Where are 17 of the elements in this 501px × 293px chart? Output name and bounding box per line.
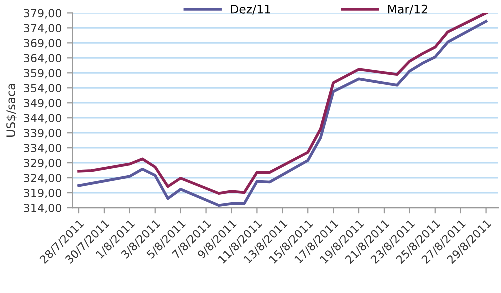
y-tick-label: 359,00 (24, 69, 62, 79)
y-tick-label: 379,00 (24, 9, 62, 19)
y-tick-label: 319,00 (24, 189, 62, 199)
y-tick-label: 374,00 (24, 24, 62, 34)
y-tick-label: 354,00 (24, 84, 62, 94)
y-tick-label: 324,00 (24, 174, 62, 184)
y-tick-label: 339,00 (24, 129, 62, 139)
y-tick-label: 334,00 (24, 144, 62, 154)
y-tick-label: 314,00 (24, 204, 62, 214)
y-tick-label: 344,00 (24, 114, 62, 124)
y-tick-label: 349,00 (24, 99, 62, 109)
legend-label: Mar/12 (388, 4, 428, 15)
y-tick-label: 364,00 (24, 54, 62, 64)
y-axis-title: US$/saca (6, 84, 18, 137)
y-tick-label: 369,00 (24, 39, 62, 49)
y-tick-label: 329,00 (24, 159, 62, 169)
legend-label: Dez/11 (231, 5, 270, 15)
